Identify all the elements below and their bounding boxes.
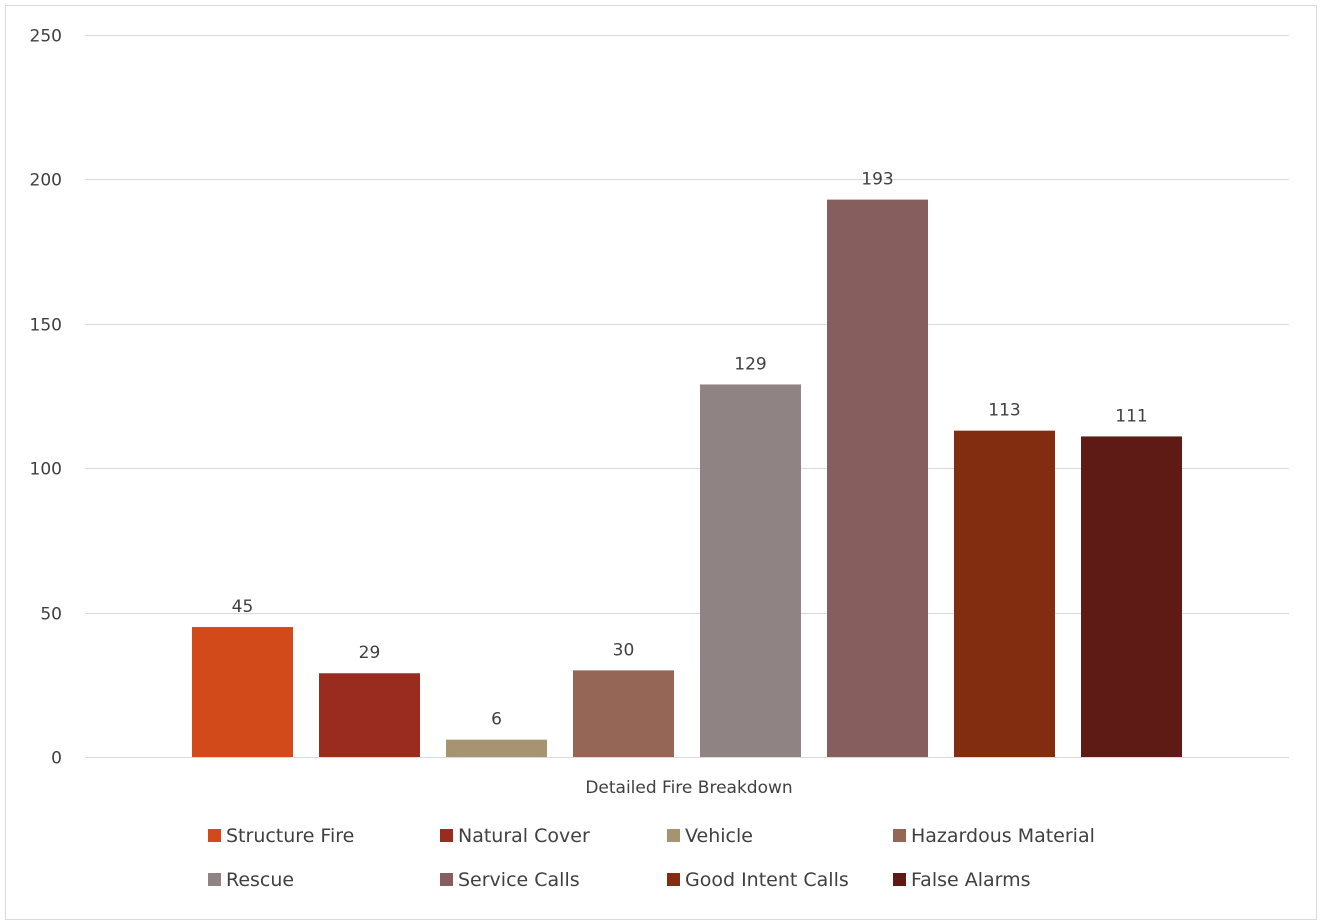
y-tick-label: 50: [40, 605, 62, 625]
bar-structure-fire: [192, 627, 293, 757]
legend-label: Structure Fire: [226, 825, 354, 847]
data-label: 29: [359, 643, 381, 663]
legend-label: Good Intent Calls: [685, 869, 849, 891]
legend-swatch: [667, 829, 680, 842]
data-label: 193: [861, 170, 893, 190]
legend-swatch: [667, 873, 680, 886]
y-tick-label: 0: [51, 749, 62, 769]
data-label: 30: [613, 640, 635, 660]
y-tick-label: 150: [30, 316, 62, 336]
legend-label: Hazardous Material: [911, 825, 1095, 847]
data-labels: 45 29 6 30 129 193 113 111: [232, 170, 1148, 730]
bar-natural-cover: [319, 673, 420, 757]
legend-swatch: [208, 873, 221, 886]
legend-label: Natural Cover: [458, 825, 590, 847]
bar-hazardous-material: [573, 670, 674, 757]
legend-swatch: [893, 829, 906, 842]
legend-label: Rescue: [226, 869, 294, 891]
legend-item-rescue: Rescue: [208, 869, 294, 891]
data-label: 6: [491, 710, 502, 730]
y-axis-ticks: 0 50 100 150 200 250: [30, 27, 62, 769]
legend-swatch: [440, 829, 453, 842]
bars: [192, 199, 1182, 758]
legend-item-natural-cover: Natural Cover: [440, 825, 590, 847]
bar-vehicle: [446, 739, 547, 757]
data-label: 113: [988, 401, 1020, 421]
legend-item-hazardous-material: Hazardous Material: [893, 825, 1095, 847]
x-axis: Detailed Fire Breakdown: [585, 778, 792, 798]
legend-item-vehicle: Vehicle: [667, 825, 753, 847]
legend-item-good-intent-calls: Good Intent Calls: [667, 869, 849, 891]
legend-item-service-calls: Service Calls: [440, 869, 580, 891]
legend-swatch: [208, 829, 221, 842]
bar-good-intent-calls: [954, 430, 1055, 757]
bar-service-calls: [827, 199, 928, 758]
legend-label: Service Calls: [458, 869, 580, 891]
legend-item-false-alarms: False Alarms: [893, 869, 1031, 891]
y-tick-label: 250: [30, 27, 62, 47]
y-tick-label: 100: [30, 460, 62, 480]
legend-label: Vehicle: [685, 825, 753, 847]
data-label: 129: [734, 354, 766, 374]
x-category-label: Detailed Fire Breakdown: [585, 778, 792, 798]
legend-item-structure-fire: Structure Fire: [208, 825, 354, 847]
legend: Structure Fire Natural Cover Vehicle Hazard…: [208, 825, 1095, 891]
legend-swatch: [440, 873, 453, 886]
bar-false-alarms: [1081, 436, 1182, 757]
legend-label: False Alarms: [911, 869, 1031, 891]
y-tick-label: 200: [30, 171, 62, 191]
data-label: 111: [1115, 406, 1147, 426]
data-label: 45: [232, 597, 254, 617]
bar-rescue: [700, 384, 801, 757]
legend-swatch: [893, 873, 906, 886]
